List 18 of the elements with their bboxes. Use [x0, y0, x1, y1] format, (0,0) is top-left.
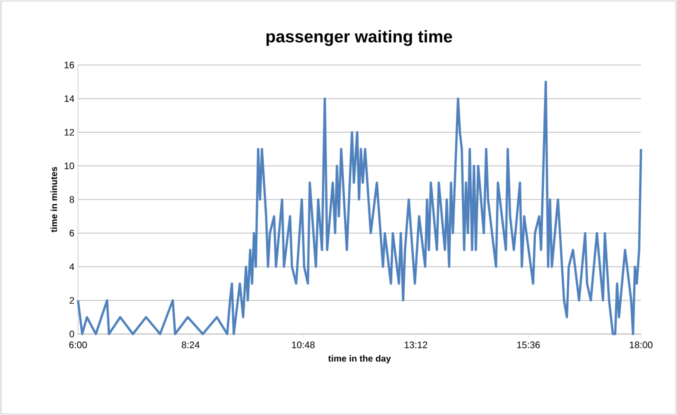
y-tick-label: 6	[70, 230, 74, 236]
y-tick-label: 16	[64, 62, 74, 68]
y-tick-label: 14	[64, 95, 74, 102]
x-tick-label: 15:36	[517, 342, 540, 348]
y-tick-label: 8	[70, 196, 74, 203]
x-tick-label: 13:12	[404, 342, 428, 348]
x-axis-title: time in the day	[328, 355, 391, 364]
y-tick-label: 10	[64, 162, 74, 170]
x-tick-label: 6:00	[69, 342, 87, 348]
y-axis-title: time in minutes	[50, 166, 58, 232]
x-tick-label: 18:00	[630, 342, 652, 348]
chart-title: passenger waiting time	[266, 30, 452, 46]
y-tick-label: 12	[64, 128, 74, 136]
y-tick-label: 4	[69, 263, 74, 270]
x-tick-label: 10:48	[292, 342, 315, 348]
x-tick-label: 8:24	[182, 342, 200, 348]
y-tick-label: 2	[70, 297, 74, 304]
y-tick-label: 0	[70, 330, 74, 338]
